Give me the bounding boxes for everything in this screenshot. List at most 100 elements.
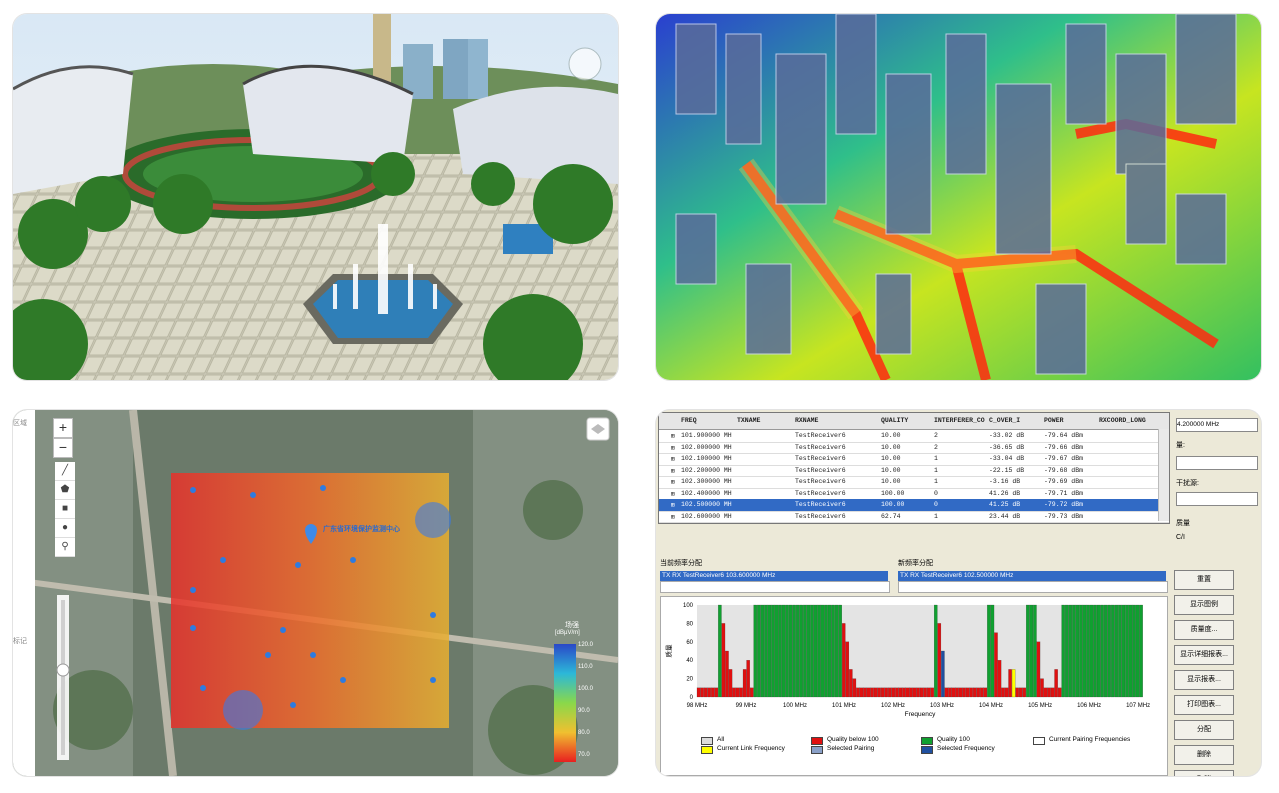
interferer-cell: 2: [934, 443, 938, 451]
quality-cell: 10.00: [881, 455, 901, 462]
current-assign-list[interactable]: [660, 581, 890, 593]
x-tick-label: 101 MHz: [832, 703, 856, 709]
table-scrollbar[interactable]: [1158, 429, 1169, 521]
table-row[interactable]: ⊞ 102.600000 MH TestReceiver6 62.74 1 23.44 d…: [659, 511, 1169, 523]
rxname-cell: TestReceiver6: [795, 443, 846, 451]
quality-cell: 10.00: [881, 432, 901, 439]
city-coverage-3d-view: [656, 14, 1261, 380]
results-table[interactable]: FREQ TXNAME RXNAME QUALITY INTERFERER_CO…: [658, 412, 1170, 524]
show-legend-button[interactable]: 显示图例: [1174, 595, 1234, 615]
y-tick-label: 60: [686, 640, 693, 646]
layers-icon[interactable]: [589, 422, 605, 438]
table-row[interactable]: ⊞ 101.900000 MH TestReceiver6 10.00 2 -33.02 …: [659, 430, 1169, 443]
chart-bar: [980, 687, 984, 698]
new-assign-label: 新频率分配: [898, 560, 933, 567]
new-assign-list[interactable]: [898, 581, 1168, 593]
legend-title: 场强: [565, 622, 579, 629]
c-over-i-cell: -3.16 dB: [989, 478, 1021, 485]
chart-bar: [845, 641, 850, 698]
draw-polygon-icon[interactable]: ⬟: [55, 481, 75, 500]
power-cell: -79.73 dBm: [1044, 512, 1084, 520]
expand-row-icon[interactable]: ⊞: [671, 490, 675, 498]
current-assign-value[interactable]: TX RX TestReceiver6 103.600000 MHz: [660, 571, 888, 581]
table-row[interactable]: ⊞ 102.300000 MH TestReceiver6 10.00 1 -3.16 d…: [659, 476, 1169, 489]
expand-row-icon[interactable]: ⊞: [671, 479, 675, 486]
freq-cell: 101.900000 MH: [681, 432, 732, 439]
expand-row-icon[interactable]: ⊞: [671, 456, 675, 463]
c-over-i-cell: -36.65 dB: [989, 443, 1025, 451]
chart-bar: [1004, 687, 1009, 698]
chart-bar: [1022, 687, 1026, 698]
cancel-button[interactable]: 取消: [1174, 770, 1234, 776]
quality-cell: 100.00: [881, 489, 905, 497]
x-tick-label: 102 MHz: [881, 703, 905, 709]
draw-circle-icon[interactable]: ●: [55, 519, 75, 538]
chart-bar: [749, 687, 754, 698]
delete-button[interactable]: 删除: [1174, 745, 1234, 765]
chart-bar: [735, 687, 740, 698]
col-quality[interactable]: QUALITY: [881, 417, 909, 424]
quantity-field[interactable]: [1176, 456, 1258, 470]
quantity-label: 量:: [1176, 442, 1185, 449]
draw-line-icon[interactable]: ╱: [55, 462, 75, 481]
col-rxname[interactable]: RXNAME: [795, 417, 819, 424]
y-tick-label: 40: [686, 658, 693, 664]
table-row[interactable]: ⊞ 102.100000 MH TestReceiver6 10.00 1 -33.04 …: [659, 453, 1169, 466]
chart-bar: [732, 687, 736, 698]
freq-cell: 102.300000 MH: [681, 478, 732, 485]
legend-tick-label: 70.0: [578, 752, 590, 758]
satellite-map-view[interactable]: + − ╱ ⬟ ■ ● ⚲ 区域 标记 广东省环境保护监测中心 场强 [dBµV…: [13, 410, 618, 776]
show-report-button[interactable]: 显示报表...: [1174, 670, 1234, 690]
frequency-field[interactable]: 4.200000 MHz: [1176, 418, 1258, 432]
table-row[interactable]: ⊞ 102.500000 MH TestReceiver6 100.00 0 41.25 …: [659, 499, 1169, 512]
quality-button[interactable]: 质量度...: [1174, 620, 1234, 640]
col-power[interactable]: POWER: [1044, 417, 1064, 424]
col-c-over-i[interactable]: C_OVER_I: [989, 417, 1021, 424]
chart-bar: [1033, 604, 1037, 698]
zoom-out-button[interactable]: −: [53, 438, 73, 458]
zoom-in-button[interactable]: +: [53, 418, 73, 438]
c-over-i-cell: -22.15 dB: [989, 466, 1025, 474]
interference-field[interactable]: [1176, 492, 1258, 506]
chart-bar: [810, 604, 814, 698]
chart-bar: [870, 687, 874, 698]
chart-bar: [781, 604, 786, 698]
col-rxcoord[interactable]: RXCOORD_LONG: [1099, 417, 1146, 424]
chart-bar: [1128, 604, 1133, 698]
c-over-i-cell: 41.25 dB: [989, 501, 1021, 508]
freq-cell: 102.200000 MH: [681, 466, 732, 474]
show-detail-report-button[interactable]: 显示详细报表...: [1174, 645, 1234, 665]
chart-bar: [785, 604, 789, 698]
interferer-cell: 1: [934, 512, 938, 520]
expand-row-icon[interactable]: ⊞: [671, 467, 675, 475]
quality-cell: 62.74: [881, 512, 901, 520]
legend-label: Current Pairing Frequencies: [1049, 736, 1131, 743]
expand-row-icon[interactable]: ⊞: [671, 433, 675, 440]
sidebar-label-mark: 标记: [13, 638, 27, 645]
chart-bar: [962, 687, 966, 698]
reset-button[interactable]: 重置: [1174, 570, 1234, 590]
expand-row-icon[interactable]: ⊞: [671, 502, 675, 509]
assign-button[interactable]: 分配: [1174, 720, 1234, 740]
table-row[interactable]: ⊞ 102.200000 MH TestReceiver6 10.00 1 -22.15 …: [659, 465, 1169, 477]
expand-row-icon[interactable]: ⊞: [671, 444, 675, 452]
interference-label: 干扰源:: [1176, 480, 1199, 487]
col-interferer[interactable]: INTERFERER_CO: [934, 417, 985, 424]
rxname-cell: TestReceiver6: [795, 466, 846, 474]
chart-bar: [771, 604, 775, 698]
power-cell: -79.68 dBm: [1044, 466, 1084, 474]
legend-swatch: [811, 746, 823, 754]
expand-row-icon[interactable]: ⊞: [671, 513, 675, 521]
table-row[interactable]: ⊞ 102.000000 MH TestReceiver6 10.00 2 -36.65 …: [659, 442, 1169, 454]
print-chart-button[interactable]: 打印图表...: [1174, 695, 1234, 715]
col-freq[interactable]: FREQ: [681, 417, 697, 424]
place-marker-icon[interactable]: ⚲: [55, 538, 75, 557]
freq-cell: 102.500000 MH: [681, 501, 732, 508]
chart-bar: [916, 687, 920, 698]
new-assign-value[interactable]: TX RX TestReceiver6 102.500000 MHz: [898, 571, 1166, 581]
chart-bar: [987, 604, 991, 698]
rxname-cell: TestReceiver6: [795, 455, 846, 462]
zoom-slider-handle[interactable]: [57, 664, 69, 676]
col-txname[interactable]: TXNAME: [737, 417, 761, 424]
draw-rectangle-icon[interactable]: ■: [55, 500, 75, 519]
